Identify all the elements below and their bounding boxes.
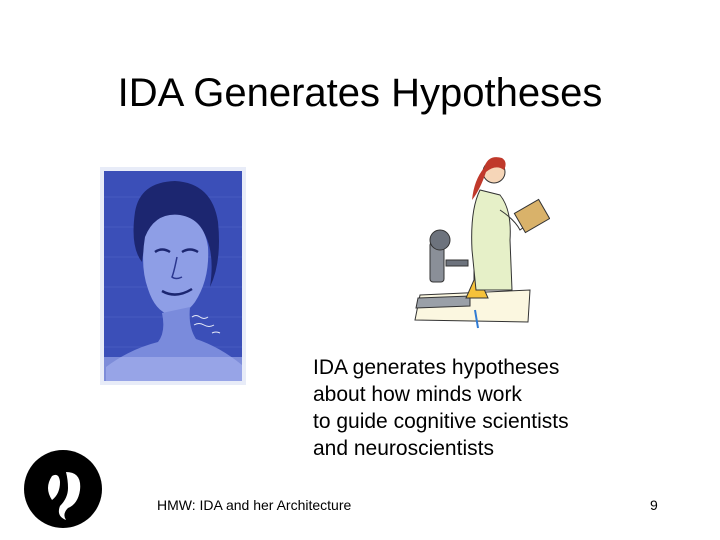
body-line: to guide cognitive scientists [313,410,569,433]
page-number: 9 [650,497,658,513]
slide-title: IDA Generates Hypotheses [117,71,603,115]
body-line: about how minds work [313,383,522,406]
footer-text: HMW: IDA and her Architecture [157,497,352,513]
logo-icon [24,450,102,528]
body-text: IDA generates hypotheses about how minds… [313,354,569,462]
portrait-image [100,167,246,385]
scientist-image [414,157,550,329]
body-line: and neuroscientists [313,437,494,460]
body-line: IDA generates hypotheses [313,356,560,379]
